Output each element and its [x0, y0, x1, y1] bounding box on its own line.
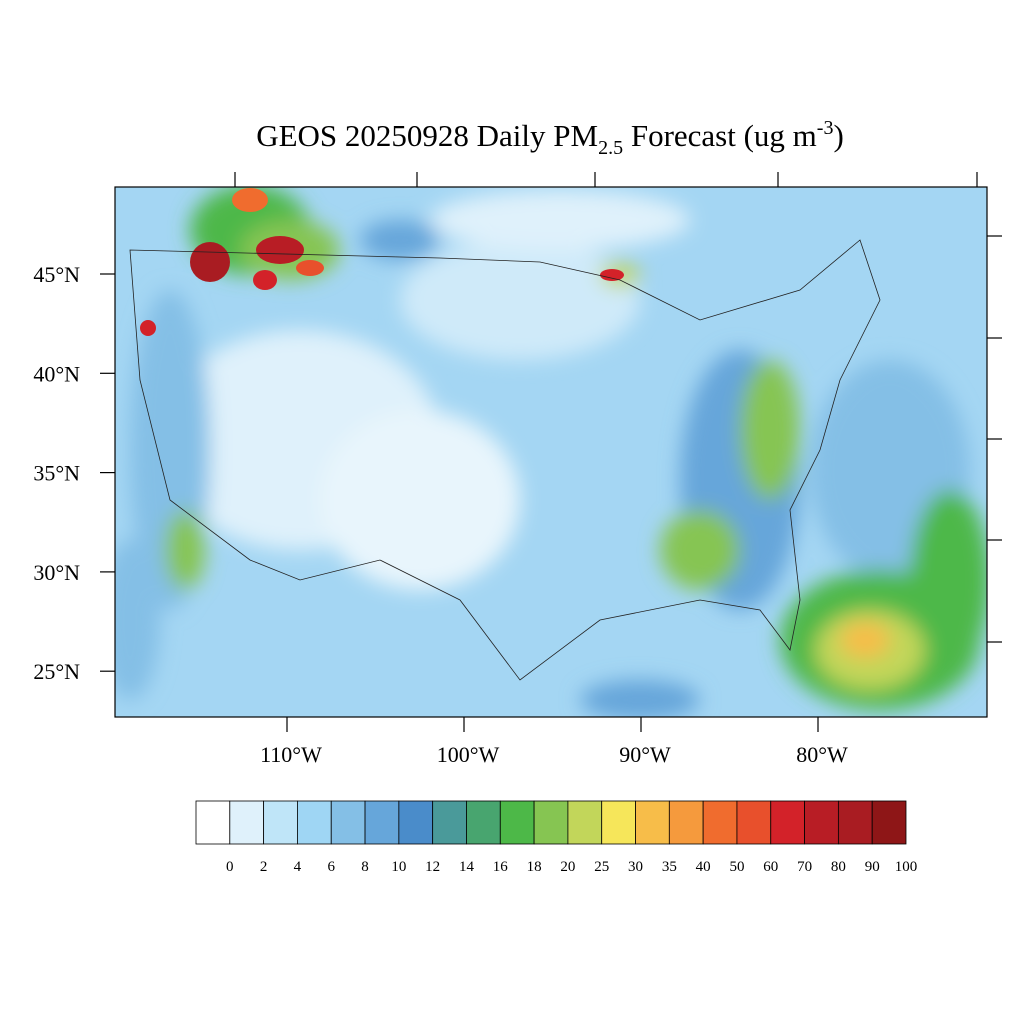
- frame-ticks: [234, 172, 1002, 643]
- colorbar-box: [195, 800, 231, 845]
- colorbar-label: 30: [628, 859, 643, 875]
- colorbar-label: 100: [895, 859, 918, 875]
- colorbar-box: [466, 800, 501, 845]
- lat-label: 30°N: [33, 560, 80, 585]
- lat-label: 45°N: [33, 262, 80, 287]
- colorbar-box: [567, 800, 603, 845]
- lon-label: 90°W: [619, 742, 671, 767]
- colorbar-box: [668, 800, 704, 845]
- lon-label: 110°W: [260, 742, 322, 767]
- colorbar-label: 14: [459, 859, 475, 875]
- colorbar-label: 50: [729, 859, 744, 875]
- colorbar-box: [330, 800, 366, 845]
- colorbar-box: [263, 800, 298, 845]
- colorbar-label: 18: [527, 859, 542, 875]
- title-subscript: 2.5: [598, 137, 623, 159]
- colorbar-label: 8: [361, 859, 369, 875]
- colorbar-box: [533, 800, 569, 845]
- colorbar-box: [499, 800, 535, 845]
- colorbar-label: 2: [260, 859, 268, 875]
- colorbar-box: [804, 800, 839, 845]
- colorbar-label: 0: [226, 859, 234, 875]
- colorbar-box: [871, 800, 907, 845]
- title-mid: Forecast (ug m: [623, 118, 817, 153]
- colorbar-label: 80: [831, 859, 846, 875]
- colorbar-box: [635, 800, 670, 845]
- colorbar-box: [770, 800, 805, 845]
- colorbar-label: 16: [493, 859, 509, 875]
- title-end: ): [833, 118, 843, 153]
- colorbar-label: 10: [391, 859, 406, 875]
- colorbar-label: 40: [696, 859, 711, 875]
- map-field: [115, 187, 987, 717]
- colorbar-label: 20: [560, 859, 575, 875]
- colorbar-box: [398, 800, 434, 845]
- lat-label: 40°N: [33, 361, 80, 386]
- title-main: GEOS 20250928 Daily PM: [256, 118, 598, 153]
- colorbar-box: [702, 800, 738, 845]
- map-frame: [114, 186, 988, 718]
- map-title: GEOS 20250928 Daily PM2.5 Forecast (ug m…: [256, 117, 844, 159]
- colorbar-box: [736, 800, 772, 845]
- colorbar-box: [297, 800, 332, 845]
- lon-label: 80°W: [796, 742, 848, 767]
- lon-label: 100°W: [437, 742, 500, 767]
- colorbar-label: 35: [662, 859, 677, 875]
- colorbar-box: [229, 800, 265, 845]
- colorbar-box: [601, 800, 636, 845]
- colorbar-label: 60: [763, 859, 778, 875]
- lat-label: 35°N: [33, 461, 80, 486]
- colorbar-label: 90: [865, 859, 880, 875]
- colorbar-box: [432, 800, 467, 845]
- colorbar-label: 6: [327, 859, 335, 875]
- colorbar-label: 25: [594, 859, 609, 875]
- colorbar-box: [364, 800, 400, 845]
- lat-label: 25°N: [33, 659, 80, 684]
- axis-labels: 45°N 40°N 35°N 30°N 25°N 110°W 100°W 90°W 80°W: [33, 262, 848, 767]
- colorbar-label: 4: [294, 859, 302, 875]
- colorbar-label: 12: [425, 859, 440, 875]
- colorbar-box: [837, 800, 873, 845]
- colorbar: 0 2 4 6 8 10 12 14 16 18 20 25 30 35 40 50 60 70 80 90 100: [195, 800, 918, 875]
- title-superscript: -3: [817, 117, 834, 139]
- colorbar-label: 70: [797, 859, 812, 875]
